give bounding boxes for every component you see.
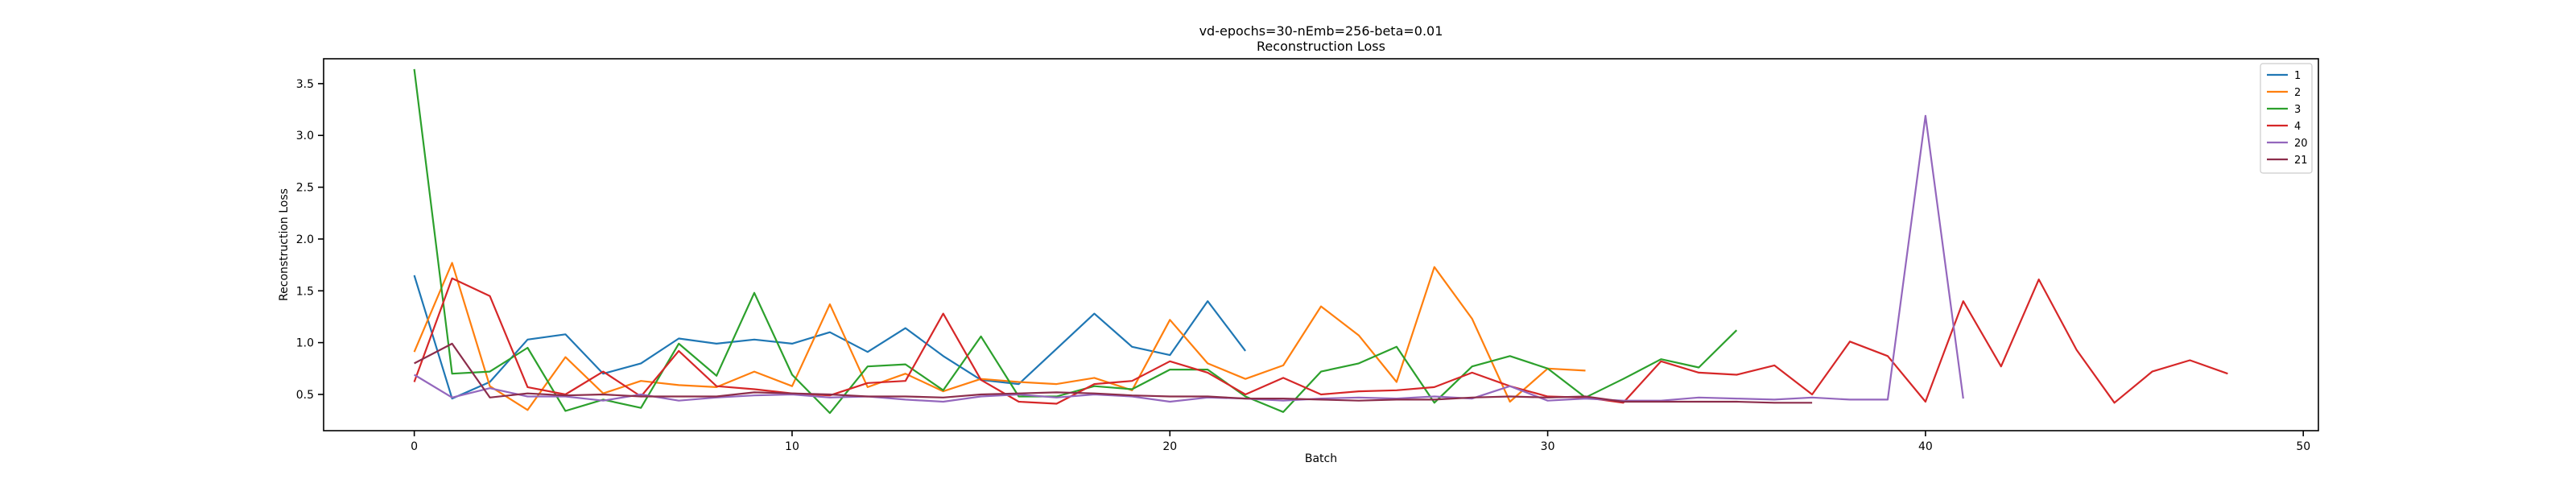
- chart-title: vd-epochs=30-nEmb=256-beta=0.01: [1199, 23, 1443, 39]
- legend-label: 21: [2294, 155, 2308, 167]
- legend: 1 2 3 4 20 21: [2260, 63, 2313, 174]
- y-tick-label: 2.5: [296, 182, 314, 195]
- y-axis: 0.5 1.0 1.5 2.0 2.5 3.0 3.5: [296, 78, 324, 402]
- legend-label: 3: [2294, 104, 2301, 116]
- legend-label: 1: [2294, 70, 2301, 82]
- x-tick-label: 30: [1541, 440, 1555, 453]
- series-line-3: [413, 68, 1738, 415]
- x-tick-label: 20: [1162, 440, 1177, 453]
- chart-subtitle: Reconstruction Loss: [1257, 39, 1385, 54]
- series-line-21: [414, 342, 1813, 404]
- x-tick-label: 50: [2296, 440, 2310, 453]
- x-axis-title: Batch: [1305, 452, 1337, 465]
- series-line-1: [413, 275, 1246, 400]
- y-tick-label: 3.5: [296, 78, 314, 91]
- series-line-2: [413, 262, 1586, 411]
- y-tick-label: 2.0: [296, 233, 314, 246]
- x-tick-label: 10: [785, 440, 799, 453]
- y-tick-label: 0.5: [296, 389, 314, 402]
- x-axis: 0 10 20 30 40 50: [411, 431, 2310, 453]
- series-line-4: [413, 277, 2228, 405]
- legend-label: 2: [2294, 87, 2301, 99]
- legend-label: 20: [2294, 138, 2308, 150]
- y-axis-title: Reconstruction Loss: [278, 188, 291, 301]
- x-tick-label: 0: [411, 440, 418, 453]
- series-layer: [413, 68, 2228, 415]
- y-tick-label: 3.0: [296, 130, 314, 142]
- y-tick-label: 1.0: [296, 337, 314, 350]
- plot-frame: [323, 58, 2319, 431]
- series-line-20: [414, 114, 1964, 403]
- y-tick-label: 1.5: [296, 285, 314, 298]
- x-tick-label: 40: [1918, 440, 1933, 453]
- legend-label: 4: [2294, 121, 2301, 133]
